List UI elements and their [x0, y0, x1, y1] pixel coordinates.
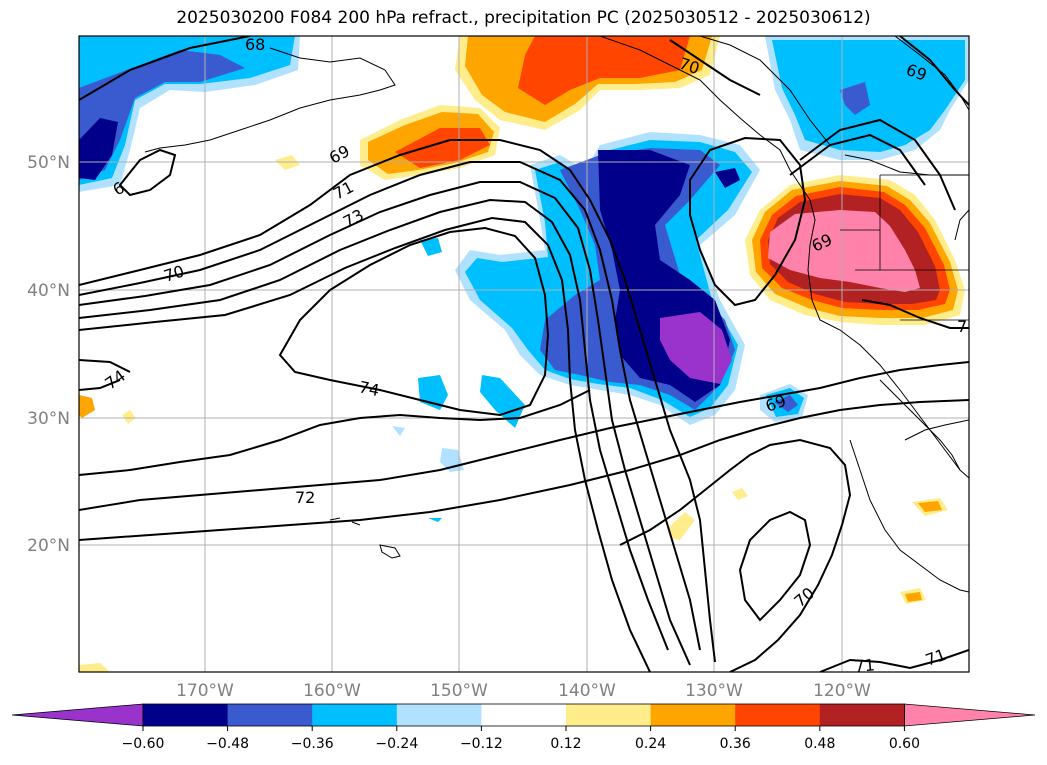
lat-label: 50°N [27, 153, 70, 173]
neg-region [774, 395, 798, 412]
lon-label: 170°W [176, 681, 234, 701]
colorbar-tick-label: 0.60 [889, 736, 920, 752]
colorbar-segment [312, 704, 398, 726]
neg-region [715, 168, 740, 188]
colorbar-segment [227, 704, 313, 726]
colorbar-segment [396, 704, 482, 726]
colorbar-segment [143, 704, 229, 726]
lon-label: 120°W [813, 681, 871, 701]
colorbar-segment [735, 704, 821, 726]
pos-region [668, 512, 695, 540]
pos-region [768, 210, 920, 292]
refractivity-contours [79, 36, 969, 672]
colorbar-frame [142, 703, 905, 727]
colorbar-segment [481, 704, 567, 726]
colorbar-tick-label: 0.48 [804, 736, 835, 752]
lon-label: 140°W [558, 681, 616, 701]
political-borders [840, 174, 969, 321]
colorbar-tick-label: 0.12 [550, 736, 581, 752]
lon-label: 160°W [303, 681, 361, 701]
neg-region [428, 518, 442, 522]
neg-region [79, 118, 118, 180]
contour-label: 74 [357, 377, 381, 400]
pos-region [395, 128, 490, 168]
lon-label: 130°W [685, 681, 743, 701]
map-title: 2025030200 F084 200 hPa refract., precip… [176, 8, 871, 28]
lat-label: 30°N [27, 409, 70, 429]
pos-region [732, 488, 748, 500]
contour-label: 7 [957, 317, 967, 336]
colorbar-segment [650, 704, 736, 726]
neg-region [480, 375, 525, 428]
pos-region [122, 410, 136, 424]
neg-region [79, 50, 245, 180]
colorbar-extend-min [11, 703, 144, 727]
coastlines [144, 36, 969, 593]
colorbar-tick-label: −0.60 [122, 736, 165, 752]
colorbar-tick-label: −0.48 [206, 736, 249, 752]
pos-region [79, 663, 110, 672]
contour-label: 72 [295, 488, 315, 507]
colorbar-tick-label: 0.36 [720, 736, 751, 752]
colorbar-segment [819, 704, 905, 726]
pos-region [79, 395, 95, 418]
lat-label: 40°N [27, 281, 70, 301]
colorbar-tick-label: −0.36 [291, 736, 334, 752]
lon-label: 150°W [430, 681, 488, 701]
colorbar-tick-label: −0.12 [460, 736, 503, 752]
contour-label: 68 [245, 35, 265, 54]
colorbar-tick-label: 0.24 [635, 736, 666, 752]
colorbar-extend-max [904, 703, 1036, 727]
pos-region [918, 501, 942, 512]
contour-label: 71 [854, 655, 876, 676]
neg-region [840, 82, 870, 115]
neg-region [392, 426, 405, 436]
colorbar-segment [566, 704, 652, 726]
pos-region [905, 592, 922, 602]
neg-region [420, 238, 442, 256]
plot-frame [78, 35, 970, 673]
colorbar: −0.60 −0.48 −0.36 −0.24 −0.12 0.12 0.24 0.36 0.4… [11, 703, 1036, 752]
lat-label: 20°N [27, 536, 70, 556]
colorbar-tick-label: −0.24 [375, 736, 418, 752]
neg-region [772, 40, 965, 152]
